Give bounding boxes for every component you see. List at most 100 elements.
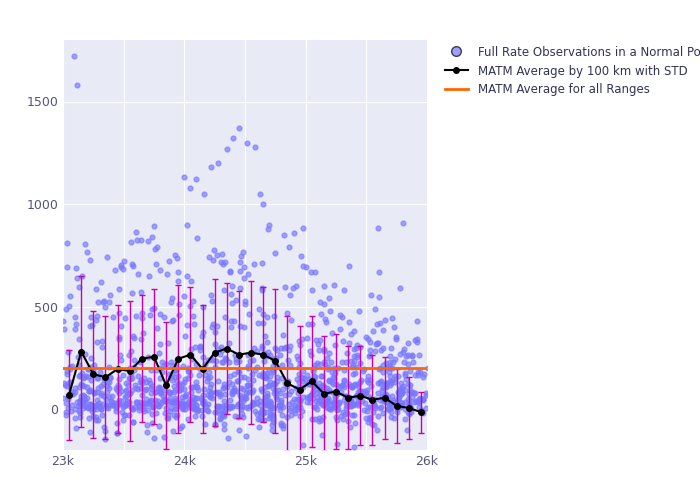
Point bbox=[220, 355, 232, 363]
Point bbox=[172, 411, 183, 419]
Point bbox=[202, 406, 213, 414]
Point bbox=[267, 362, 279, 370]
Point bbox=[407, 394, 418, 402]
Point bbox=[74, 372, 85, 380]
Point bbox=[373, 365, 384, 373]
Point bbox=[186, 404, 197, 411]
Point bbox=[321, 388, 332, 396]
Point bbox=[225, 290, 237, 298]
Point bbox=[298, 366, 309, 374]
Point bbox=[323, 377, 335, 385]
Point bbox=[415, 368, 426, 376]
Point bbox=[297, 374, 308, 382]
Point bbox=[240, 388, 251, 396]
Point bbox=[244, 388, 255, 396]
Point bbox=[284, 290, 295, 298]
Point bbox=[148, 304, 160, 312]
Point bbox=[237, 385, 248, 393]
Point bbox=[253, 423, 265, 431]
Point bbox=[226, 388, 237, 396]
Point bbox=[216, 358, 228, 366]
Point bbox=[318, 282, 330, 290]
Point bbox=[385, 364, 396, 372]
Point bbox=[260, 402, 271, 409]
Point bbox=[309, 373, 321, 381]
Point bbox=[150, 388, 161, 396]
Point bbox=[138, 402, 149, 410]
Point bbox=[151, 324, 162, 332]
Point bbox=[229, 386, 240, 394]
Point bbox=[74, 383, 85, 391]
Point bbox=[250, 408, 261, 416]
Point bbox=[170, 366, 181, 374]
Point bbox=[214, 390, 225, 398]
Point bbox=[162, 411, 174, 419]
Point bbox=[353, 382, 364, 390]
Point bbox=[209, 420, 220, 428]
Point bbox=[362, 403, 373, 411]
Point bbox=[209, 328, 220, 336]
Point bbox=[286, 316, 297, 324]
Point bbox=[407, 352, 418, 360]
Point bbox=[262, 392, 273, 400]
Point bbox=[363, 352, 374, 360]
Point bbox=[318, 300, 330, 308]
Point bbox=[77, 374, 88, 382]
Point bbox=[74, 402, 85, 410]
Point bbox=[258, 408, 269, 416]
Point bbox=[210, 420, 221, 428]
Point bbox=[172, 381, 183, 389]
Point bbox=[268, 404, 279, 411]
Point bbox=[225, 318, 237, 326]
Point bbox=[262, 401, 273, 409]
Point bbox=[172, 268, 183, 276]
Point bbox=[304, 398, 316, 406]
Point bbox=[346, 362, 357, 370]
Point bbox=[417, 409, 428, 417]
Point bbox=[276, 374, 287, 382]
Point bbox=[139, 398, 150, 406]
Point bbox=[214, 410, 225, 418]
Point bbox=[190, 378, 202, 386]
Point bbox=[375, 378, 386, 386]
Point bbox=[63, 348, 74, 356]
Point bbox=[332, 382, 344, 390]
Point bbox=[383, 362, 394, 370]
Point bbox=[279, 379, 290, 387]
Point bbox=[169, 405, 181, 413]
Point bbox=[196, 394, 207, 402]
Point bbox=[403, 410, 414, 418]
Point bbox=[395, 402, 407, 409]
Point bbox=[383, 406, 394, 413]
Point bbox=[132, 372, 144, 380]
Point bbox=[265, 412, 276, 420]
Point bbox=[179, 392, 190, 400]
Point bbox=[176, 400, 187, 407]
Point bbox=[216, 250, 228, 258]
Point bbox=[96, 278, 107, 285]
Point bbox=[196, 332, 207, 340]
Point bbox=[328, 400, 339, 408]
Point bbox=[316, 395, 328, 403]
Point bbox=[123, 398, 134, 406]
Point bbox=[82, 365, 93, 373]
Point bbox=[321, 318, 332, 326]
Point bbox=[161, 398, 172, 406]
Point bbox=[152, 397, 163, 405]
Point bbox=[386, 404, 397, 411]
Point bbox=[412, 368, 423, 376]
Point bbox=[188, 405, 199, 413]
Point bbox=[284, 243, 295, 251]
Point bbox=[123, 374, 134, 382]
Point bbox=[111, 386, 122, 394]
Point bbox=[141, 386, 152, 394]
Point bbox=[160, 410, 171, 418]
Point bbox=[248, 399, 259, 407]
Point bbox=[274, 389, 285, 397]
Point bbox=[267, 420, 278, 428]
Point bbox=[382, 364, 393, 372]
Point bbox=[148, 222, 160, 230]
Point bbox=[269, 388, 280, 396]
Point bbox=[266, 426, 277, 434]
Point bbox=[71, 264, 82, 272]
